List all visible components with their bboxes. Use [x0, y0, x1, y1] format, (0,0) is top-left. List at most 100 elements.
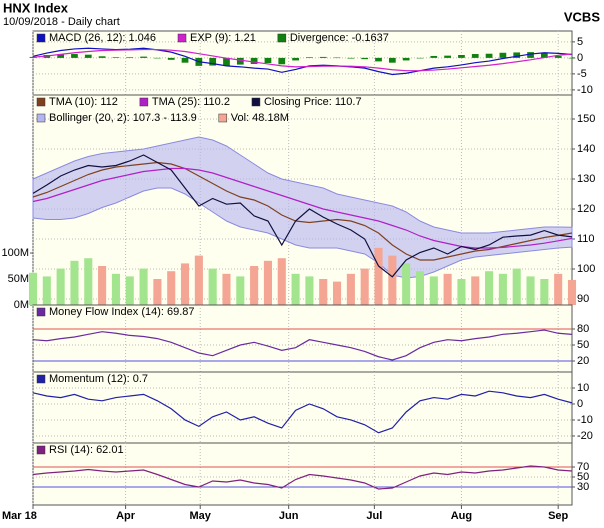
bar [527, 52, 534, 58]
bar [181, 57, 189, 63]
chart-subtitle: 10/09/2018 - Daily chart [3, 16, 120, 28]
bar [42, 276, 51, 305]
bar [236, 57, 244, 65]
bar [402, 57, 410, 61]
y-tick-label: 70 [577, 461, 589, 473]
legend-swatch [36, 374, 46, 384]
bar [375, 57, 382, 62]
bar [485, 53, 493, 58]
legend-swatch [36, 97, 46, 107]
line [32, 47, 573, 76]
y-tick-label: -10 [577, 414, 593, 426]
y-tick-label: 50 [577, 339, 589, 351]
x-tick-label: Aug [451, 510, 472, 522]
bar [319, 279, 328, 305]
line [32, 390, 573, 434]
x-tick-label: Jul [366, 510, 382, 522]
bar [443, 273, 452, 305]
legend-label: Closing Price: 110.7 [264, 96, 362, 108]
y-tick-label: 10 [577, 382, 589, 394]
bar [416, 57, 424, 59]
bar [167, 57, 175, 60]
legend-swatch [36, 307, 46, 317]
bar [333, 57, 341, 59]
bar [567, 279, 577, 305]
legend-label: MACD (26, 12): 1.046 [49, 32, 156, 44]
bar [223, 57, 230, 66]
x-tick-label: May [190, 510, 212, 522]
legend-swatch [251, 97, 261, 107]
line [32, 329, 573, 361]
bar [84, 54, 92, 58]
y-tick-label: 0 [577, 52, 583, 64]
bar [71, 54, 78, 58]
bar [112, 57, 120, 58]
bar [250, 266, 259, 305]
bar [291, 273, 300, 305]
bar [306, 57, 313, 58]
bar [485, 271, 494, 305]
bar [554, 273, 563, 305]
bar [347, 57, 355, 59]
bar [98, 56, 106, 58]
line [32, 167, 573, 249]
bar [457, 279, 466, 305]
bar [263, 260, 272, 305]
bar [526, 276, 535, 305]
bar [278, 57, 286, 65]
bar [250, 57, 258, 64]
bar [540, 53, 548, 58]
bar [154, 57, 161, 59]
bar [292, 57, 299, 61]
bar [499, 52, 507, 58]
bar [333, 281, 342, 305]
y-tick-label: -10 [577, 84, 593, 96]
bar [388, 57, 396, 63]
bar [98, 266, 107, 305]
y-tick-label: 130 [577, 173, 595, 185]
bar [236, 276, 245, 305]
y-tick-label: 0 [577, 398, 583, 410]
bar [264, 57, 272, 63]
bar [305, 276, 314, 305]
legend-label: RSI (14): 62.01 [49, 444, 124, 456]
bar [554, 55, 562, 58]
line [32, 161, 573, 261]
y-tick-label: 120 [577, 203, 595, 215]
bar [540, 279, 549, 305]
bar [512, 268, 521, 305]
panel [32, 442, 573, 506]
bar [513, 52, 521, 58]
bar [374, 247, 383, 305]
bar [208, 268, 217, 305]
bar [194, 255, 203, 305]
y-tick-label: 150 [577, 113, 595, 125]
bar [111, 273, 120, 305]
y-tick-label: 50 [577, 471, 589, 483]
legend-label: Vol: 48.18M [231, 112, 289, 124]
y-tick-label: 110 [577, 233, 595, 245]
y-tick-label: 5 [577, 36, 583, 48]
y2-tick-label: 0M [14, 299, 29, 311]
bollinger-band [32, 136, 573, 279]
bar [139, 268, 148, 305]
line [32, 154, 573, 278]
bar [471, 276, 480, 305]
y-tick-label: 90 [577, 293, 589, 305]
legend-swatch [177, 33, 187, 43]
bar [125, 276, 134, 305]
x-tick-label: Apr [116, 510, 136, 522]
bar [180, 263, 190, 305]
y-tick-label: 100 [577, 263, 595, 275]
bar [361, 57, 369, 60]
y-tick-label: -20 [577, 430, 593, 442]
bar [277, 258, 286, 305]
legend-swatch [277, 33, 287, 43]
bar [346, 273, 355, 305]
bar [388, 255, 397, 305]
legend-swatch [36, 33, 46, 43]
bar [209, 57, 217, 66]
legend-label: Divergence: -0.1637 [290, 32, 389, 44]
bar [430, 55, 438, 58]
